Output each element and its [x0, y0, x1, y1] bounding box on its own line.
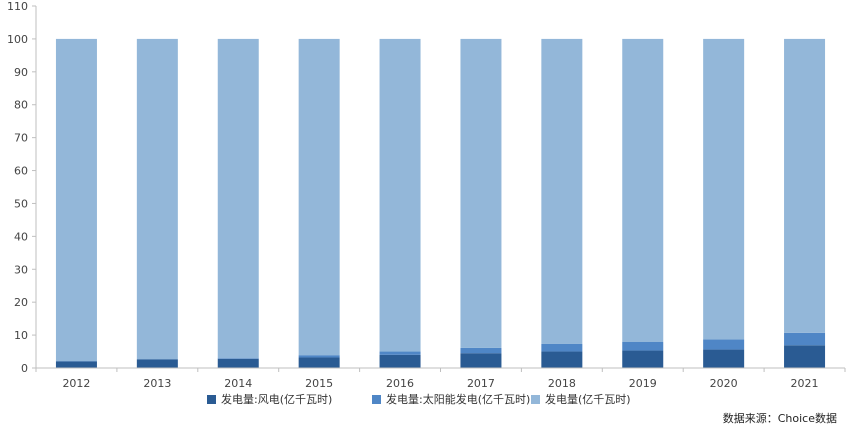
y-tick-label: 30: [14, 263, 28, 276]
legend-swatch-series-1: [207, 395, 216, 404]
x-tick-label: 2012: [62, 377, 90, 390]
y-tick-label: 110: [7, 0, 28, 13]
bar-segment-series-1: [136, 359, 178, 368]
bar-segment-series-1: [217, 358, 259, 368]
legend-swatch-series-3: [531, 395, 540, 404]
bar-segment-series-3: [784, 38, 826, 333]
data-source-note: 数据来源：Choice数据: [723, 411, 837, 425]
x-tick-label: 2021: [791, 377, 819, 390]
y-tick-label: 60: [14, 165, 28, 178]
bar-segment-series-1: [541, 351, 583, 368]
bar-segment-series-1: [703, 349, 745, 368]
bar-segment-series-3: [460, 38, 502, 348]
y-tick-label: 50: [14, 197, 28, 210]
legend-swatch-series-2: [372, 395, 381, 404]
legend-label-series-1: 发电量:风电(亿千瓦时): [221, 392, 332, 406]
bar-segment-series-2: [703, 339, 745, 350]
bar-segment-series-2: [217, 358, 259, 359]
y-tick-label: 90: [14, 66, 28, 79]
bar-segment-series-1: [460, 353, 502, 368]
y-tick-label: 0: [21, 362, 28, 375]
bar-segment-series-3: [136, 38, 178, 360]
x-tick-label: 2019: [629, 377, 657, 390]
y-tick-label: 20: [14, 296, 28, 309]
y-axis: 0 10 20 30 40 50 60 70 80 90 100 110: [7, 0, 37, 375]
bar-segment-series-2: [460, 347, 502, 354]
bar-segment-series-3: [622, 38, 664, 343]
bar-segment-series-3: [379, 38, 421, 352]
legend: 发电量:风电(亿千瓦时) 发电量:太阳能发电(亿千瓦时) 发电量(亿千瓦时): [207, 392, 631, 406]
bar-segment-series-3: [541, 38, 583, 344]
bars: [55, 38, 826, 368]
y-tick-label: 100: [7, 33, 28, 46]
y-tick-label: 80: [14, 99, 28, 112]
bar-segment-series-3: [55, 38, 97, 362]
bar-segment-series-1: [55, 361, 97, 368]
bar-segment-series-1: [784, 345, 826, 368]
x-axis: 2012 2013 2014 2015 2016 2017 2018 2019 2020 2021: [35, 367, 846, 390]
bar-segment-series-1: [622, 350, 664, 368]
legend-label-series-3: 发电量(亿千瓦时): [545, 392, 631, 406]
legend-label-series-2: 发电量:太阳能发电(亿千瓦时): [386, 392, 530, 406]
bar-segment-series-3: [217, 38, 259, 359]
y-tick-label: 70: [14, 132, 28, 145]
bar-segment-series-2: [541, 343, 583, 352]
x-tick-label: 2013: [143, 377, 171, 390]
bar-segment-series-3: [298, 38, 340, 356]
x-tick-label: 2016: [386, 377, 414, 390]
bar-segment-series-2: [298, 355, 340, 358]
x-tick-label: 2020: [710, 377, 738, 390]
x-tick-label: 2018: [548, 377, 576, 390]
x-tick-label: 2017: [467, 377, 495, 390]
bar-segment-series-2: [622, 342, 664, 351]
bar-segment-series-1: [298, 357, 340, 368]
bar-segment-series-1: [379, 354, 421, 368]
bar-segment-series-2: [784, 332, 826, 346]
x-tick-label: 2014: [224, 377, 252, 390]
y-tick-label: 10: [14, 329, 28, 342]
bar-segment-series-2: [379, 351, 421, 355]
y-tick-label: 40: [14, 230, 28, 243]
x-tick-label: 2015: [305, 377, 333, 390]
bar-segment-series-3: [703, 38, 745, 340]
